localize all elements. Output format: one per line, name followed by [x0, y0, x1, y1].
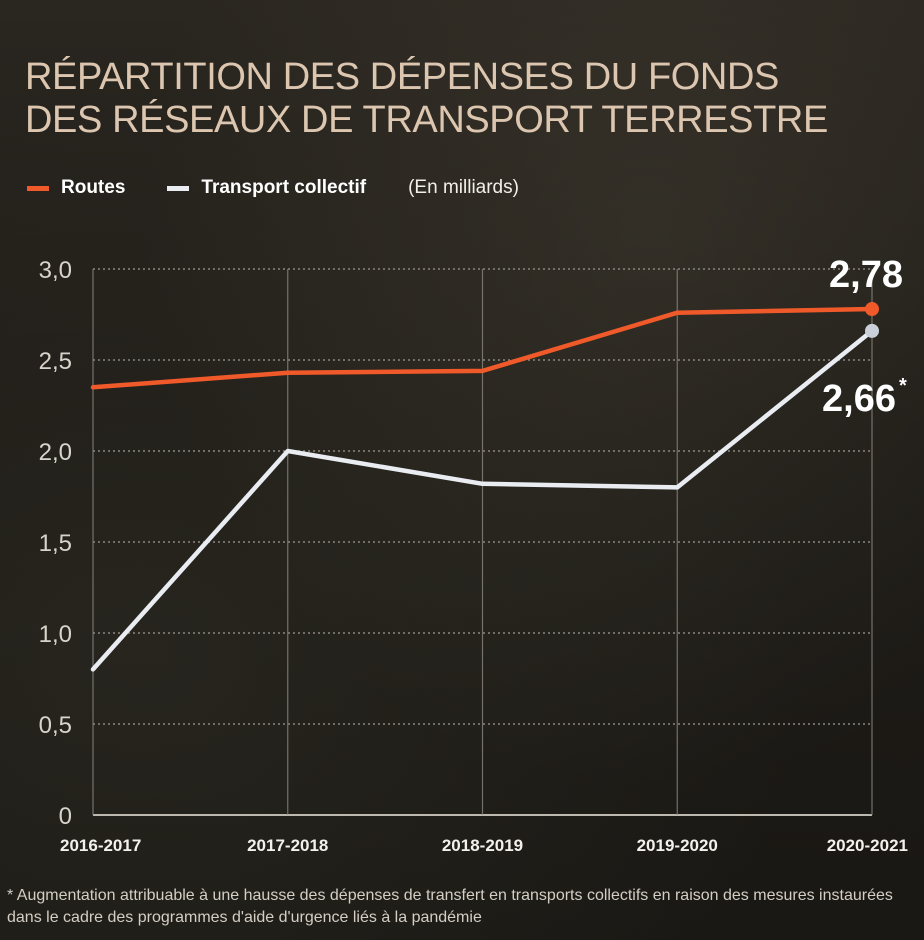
- y-tick-label: 1,0: [39, 621, 72, 648]
- y-tick-label: 2,0: [39, 439, 72, 466]
- footnote-marker: *: [899, 375, 907, 397]
- end-point-routes: [865, 302, 879, 317]
- legend-label-transport: Transport collectif: [201, 177, 367, 198]
- y-tick-label: 3,0: [39, 257, 72, 284]
- y-tick-label: 0,5: [39, 712, 72, 739]
- legend-item-routes: Routes: [27, 177, 125, 199]
- end-point-transport: [865, 323, 879, 338]
- y-tick-label: 2,5: [39, 348, 72, 375]
- legend-swatch-transport: [167, 185, 190, 191]
- x-tick-label: 2017-2018: [247, 836, 328, 855]
- y-tick-label: 0: [59, 803, 72, 830]
- unit-label: (En milliards): [408, 177, 519, 198]
- y-tick-label: 1,5: [39, 530, 72, 557]
- data-label-transport: 2,66: [822, 378, 896, 420]
- data-label-routes: 2,78: [829, 254, 903, 296]
- x-tick-label: 2020-2021: [827, 836, 908, 855]
- legend-swatch-routes: [27, 185, 49, 191]
- legend-label-routes: Routes: [61, 177, 126, 198]
- x-tick-label: 2019-2020: [637, 836, 718, 855]
- footnote: * Augmentation attribuable à une hausse …: [7, 887, 893, 926]
- series-line-transport: [90, 328, 875, 672]
- series-line-routes: [90, 306, 875, 390]
- legend: Routes Transport collectif (En milliards…: [27, 174, 519, 202]
- x-tick-label: 2016-2017: [60, 836, 141, 855]
- legend-item-transport: Transport collectif: [167, 177, 366, 199]
- chart-title: RÉPARTITION DES DÉPENSES DU FONDS DES RÉ…: [25, 56, 828, 141]
- x-tick-label: 2018-2019: [442, 836, 523, 855]
